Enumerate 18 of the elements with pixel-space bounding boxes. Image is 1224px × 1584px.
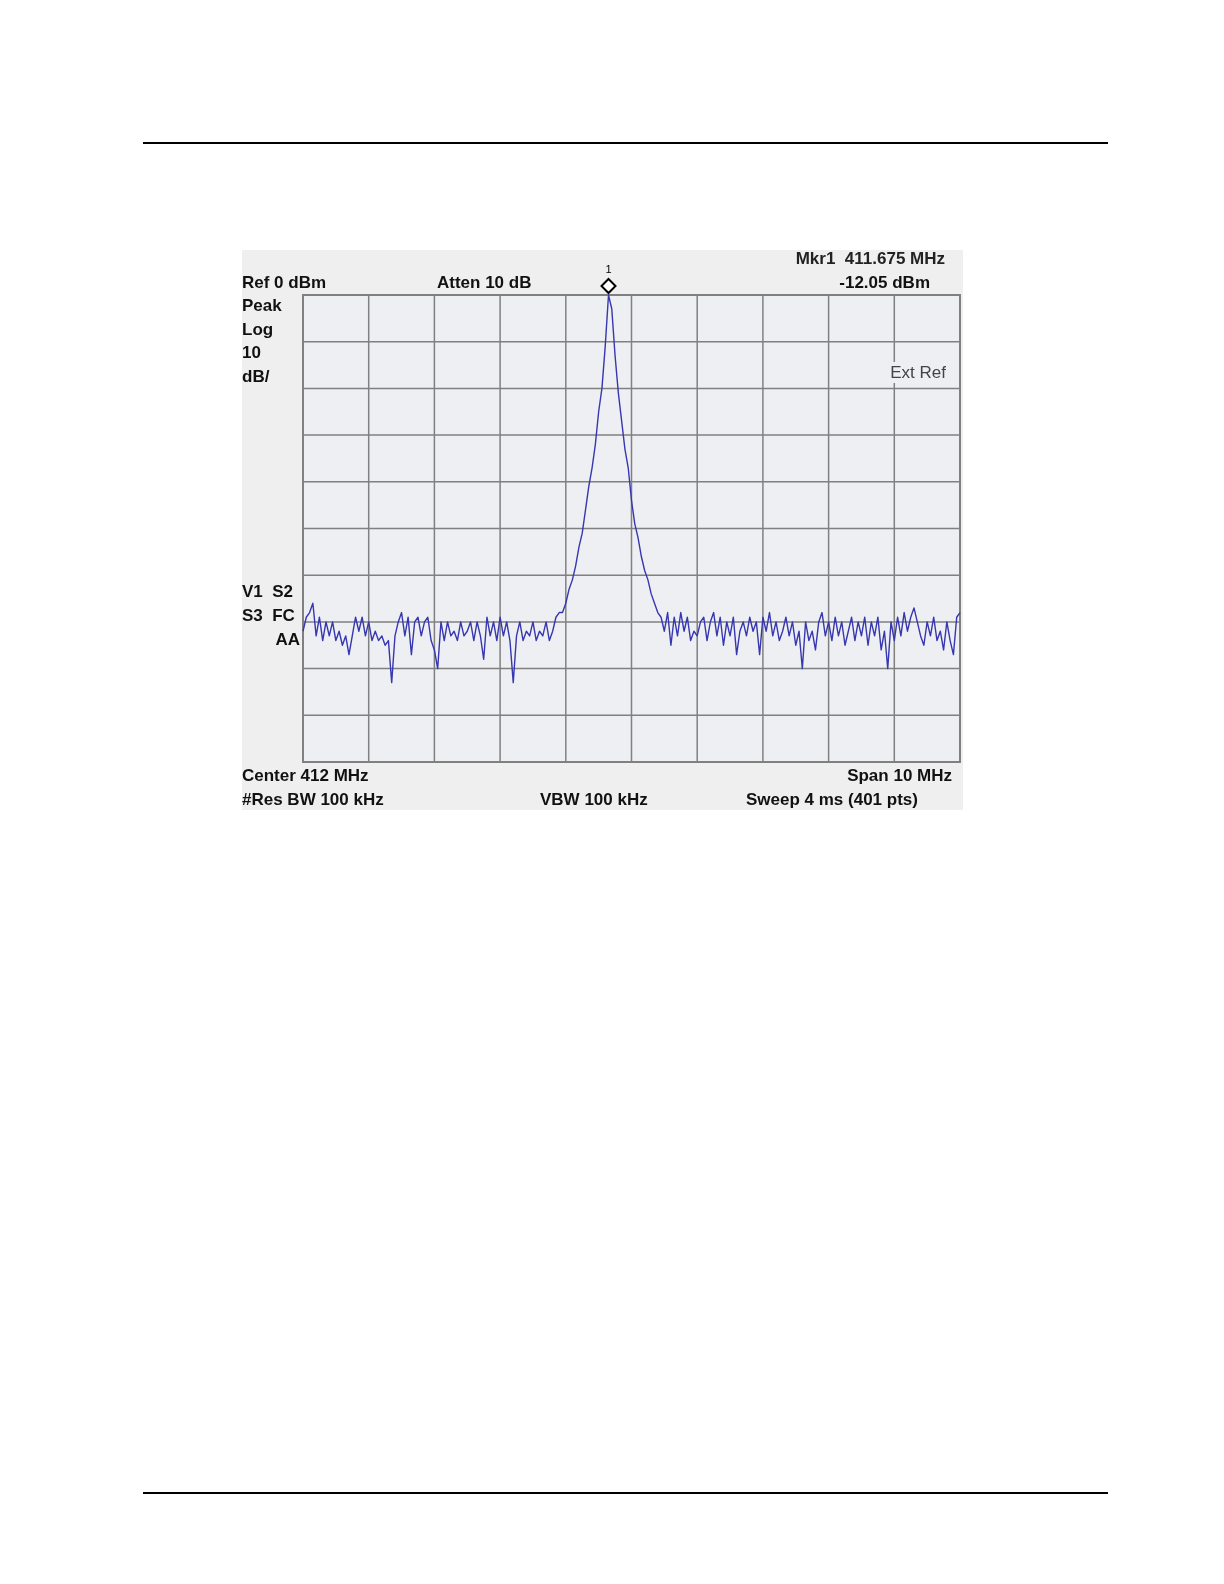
- text: 1: [605, 263, 612, 275]
- text: V1 S2: [242, 582, 294, 601]
- text: Center 412 MHz: [242, 766, 369, 785]
- text: Atten 10 dB: [437, 273, 532, 292]
- text: Span 10 MHz: [847, 766, 952, 785]
- text: AA: [275, 630, 300, 649]
- text: Peak: [242, 296, 283, 315]
- text: Ref 0 dBm: [242, 273, 327, 292]
- text: #Res BW 100 kHz: [242, 790, 384, 809]
- text: dB/: [242, 367, 270, 386]
- annotation: Ext Ref: [890, 363, 947, 382]
- text: Sweep 4 ms (401 pts): [746, 790, 918, 809]
- text: Mkr1 411.675 MHz: [795, 249, 945, 268]
- text: Log: [242, 320, 274, 339]
- text: 10: [242, 343, 261, 362]
- text: S3 FC: [242, 606, 295, 625]
- text: -12.05 dBm: [839, 273, 930, 292]
- text: VBW 100 kHz: [540, 790, 648, 809]
